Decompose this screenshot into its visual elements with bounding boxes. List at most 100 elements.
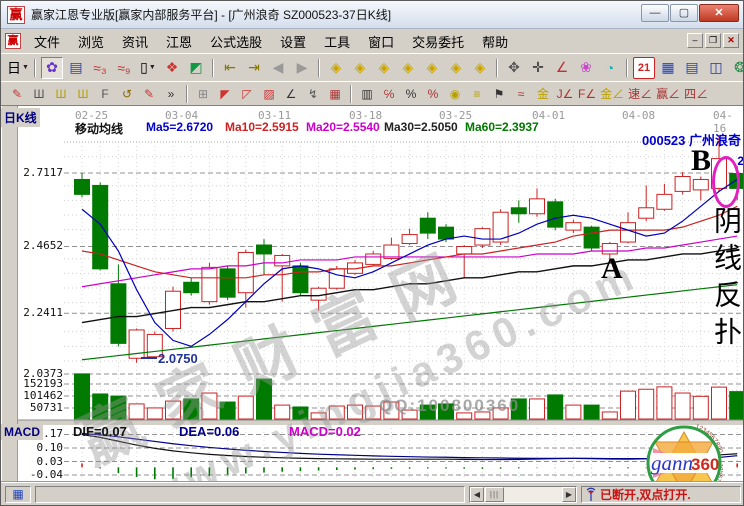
menu-item-3[interactable]: 江恩 (166, 34, 193, 50)
trend-lines-button[interactable]: ∠ (285, 86, 297, 101)
j-line-button[interactable]: J∠ (556, 86, 574, 101)
connection-panel[interactable]: 已断开,双点打开. (581, 486, 741, 503)
compress-range-button[interactable]: ◈ (402, 59, 414, 75)
axis-tick-label: 0.10 (36, 440, 64, 454)
percent-line-button[interactable]: % (427, 86, 439, 101)
gold-section-button[interactable]: ≡ (473, 86, 481, 101)
notepad-button[interactable]: ▤ (685, 59, 699, 75)
save-button[interactable]: ◫ (709, 59, 723, 75)
zoom-out-button[interactable]: ◈ (450, 59, 462, 75)
stock-code-name: 000523 广州浪奇 (642, 133, 741, 148)
gold-band-button[interactable]: 金 (536, 87, 549, 101)
gann-fan-button[interactable]: ◤ (220, 86, 230, 101)
box-grid-button[interactable]: ▨ (263, 86, 275, 101)
axis-tick-label: 50731 (29, 400, 63, 414)
pane-label-strip (1, 106, 18, 483)
menu-item-1[interactable]: 浏览 (78, 34, 105, 50)
mdi-minimize-button[interactable]: – (687, 33, 703, 48)
mark-tool-button[interactable]: ❀ (580, 59, 592, 75)
axis-tick-label: 0.03 (36, 454, 64, 468)
macd-value-label-3: MACD=0.02 (289, 424, 361, 439)
mdi-close-button[interactable]: ✕ (723, 33, 739, 48)
first-page-button[interactable]: ⇤ (224, 59, 236, 75)
calculator-button[interactable]: ▦ (661, 59, 675, 75)
menu-item-4[interactable]: 公式选股 (210, 34, 263, 50)
crosshair-button[interactable]: ✛ (532, 59, 544, 75)
dense-grid-button[interactable]: ▦ (329, 86, 341, 101)
win-angle-button[interactable]: 赢∠ (656, 87, 681, 101)
connection-status-text: 已断开,双点打开. (600, 488, 691, 502)
marker-pen-button[interactable]: ✎ (143, 86, 155, 101)
scroll-left-arrow[interactable]: ◀ (470, 487, 484, 502)
ma-value-label-3: Ma20=2.5540 (306, 120, 380, 134)
region-stat-button[interactable]: ◔ (605, 59, 615, 76)
minute-line-3-button[interactable]: ≈₃ (93, 59, 107, 76)
chart-canvas[interactable] (1, 106, 744, 483)
zoom-in-button[interactable]: ◈ (426, 59, 438, 75)
zigzag-button[interactable]: ↯ (307, 86, 319, 101)
date-tick-label: 03-04 (165, 109, 199, 122)
minimize-button[interactable]: — (641, 4, 669, 22)
fan-box-button[interactable]: ◸ (242, 86, 252, 101)
kline-period-button[interactable]: 日 ▼ (7, 59, 29, 76)
network-button[interactable]: ❂ (729, 57, 743, 79)
minute-line-9-button[interactable]: ≈₉ (117, 59, 131, 76)
data-panel-icon[interactable]: ▦ (5, 486, 31, 503)
hand-tool-button[interactable]: ✥ (508, 59, 520, 75)
calendar-button[interactable]: 21 (633, 56, 655, 79)
more-tools-button[interactable]: » (167, 86, 175, 101)
gold-grid-2-button[interactable]: Ш (77, 86, 89, 101)
gold-angle-button[interactable]: 金∠ (600, 87, 625, 101)
toolbar-separator (318, 58, 320, 77)
menu-item-8[interactable]: 交易委托 (412, 34, 465, 50)
toolbar-separator (496, 58, 498, 77)
gold-circle-button[interactable]: ◉ (449, 86, 461, 101)
shift-left-button[interactable]: ◈ (330, 59, 342, 75)
scroll-right-arrow[interactable]: ▶ (562, 487, 576, 502)
horizontal-scrollbar[interactable]: ◀ ||| ▶ (469, 486, 577, 503)
axis-tick-label: 2.4652 (23, 239, 63, 253)
percent-retrace-button[interactable]: ℅ (383, 86, 395, 101)
rect-measure-button[interactable]: ⊞ (197, 86, 209, 101)
menu-item-5[interactable]: 设置 (280, 34, 307, 50)
prev-page-button[interactable]: ◀ (272, 59, 284, 75)
next-page-button[interactable]: ▶ (296, 59, 308, 75)
four-line-button[interactable]: 四∠ (684, 87, 709, 101)
chip-distribution-button[interactable]: ❖ (165, 59, 179, 75)
close-button[interactable]: ✕ (699, 4, 739, 22)
overlay-stock-button[interactable]: ✿ (41, 56, 63, 79)
percent-button[interactable]: % (405, 86, 417, 101)
speed-line-button[interactable]: 速∠ (628, 87, 653, 101)
menu-item-0[interactable]: 文件 (34, 34, 61, 50)
window-title: 赢家江恩专业版[赢家内部服务平台] - [广州浪奇 SZ000523-37日K线… (31, 8, 392, 22)
menu-item-9[interactable]: 帮助 (482, 34, 509, 50)
low-price-tick (141, 357, 157, 359)
fibo-grid-button[interactable]: F (101, 86, 109, 101)
maximize-button[interactable]: ▢ (670, 4, 698, 22)
scrollbar-thumb[interactable]: ||| (485, 487, 504, 502)
ma-value-label-5: Ma60=2.3937 (465, 120, 539, 134)
gold-grid-button[interactable]: Ш (55, 86, 67, 101)
pen-tool-button[interactable]: ✎ (11, 86, 23, 101)
f-line-button[interactable]: F∠ (578, 86, 597, 101)
stats-column-button[interactable]: ▥ (361, 86, 373, 101)
menu-item-2[interactable]: 资讯 (122, 34, 149, 50)
flag-pen-button[interactable]: ⚑ (493, 86, 505, 101)
zoom-all-button[interactable]: ◈ (474, 59, 486, 75)
wave-tool-button[interactable]: ≈ (517, 86, 525, 101)
gann360-number: 360 (691, 455, 719, 474)
f10-info-button[interactable]: ▤ (69, 59, 83, 75)
spiral-button[interactable]: ↺ (121, 86, 133, 101)
menu-item-6[interactable]: 工具 (324, 34, 351, 50)
menu-item-7[interactable]: 窗口 (368, 34, 395, 50)
shift-right-button[interactable]: ◈ (354, 59, 366, 75)
candle-style-button[interactable]: ▯ ▼ (140, 59, 156, 75)
mdi-restore-button[interactable]: ❐ (705, 33, 721, 48)
axis-tick-label: 2.0373 (23, 366, 63, 380)
gann-grid-button[interactable]: Ш (33, 86, 45, 101)
color-histogram-button[interactable]: ◩ (189, 59, 203, 75)
angle-measure-button[interactable]: ∠ (555, 59, 569, 75)
expand-range-button[interactable]: ◈ (378, 59, 390, 75)
status-bar: ▦ ◀ ||| ▶ 已断开,双点打开. (1, 481, 743, 505)
last-page-button[interactable]: ⇥ (248, 59, 260, 75)
